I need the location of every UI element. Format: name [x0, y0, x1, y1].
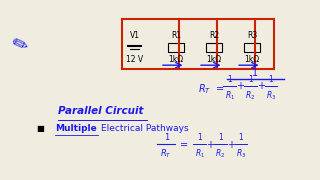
Text: $R_2$: $R_2$	[245, 89, 255, 102]
Text: Multiple: Multiple	[55, 125, 97, 134]
Text: ■: ■	[36, 125, 44, 134]
Text: $R_1$: $R_1$	[195, 148, 205, 160]
Text: R1: R1	[171, 31, 181, 40]
Bar	[122, 19, 274, 69]
Text: +: +	[257, 82, 265, 91]
Text: $R_3$: $R_3$	[236, 148, 246, 160]
Text: V1: V1	[130, 31, 140, 40]
Text: Parallel Circuit: Parallel Circuit	[59, 106, 144, 116]
Text: Electrical Pathways: Electrical Pathways	[101, 125, 189, 134]
Text: +: +	[206, 140, 214, 150]
Text: 12 V: 12 V	[126, 55, 143, 64]
Text: 1: 1	[228, 75, 232, 84]
Bar	[244, 43, 260, 52]
Bar	[168, 43, 184, 52]
Text: 1kΩ: 1kΩ	[206, 55, 221, 64]
Text: 1kΩ: 1kΩ	[244, 55, 260, 64]
Text: 1: 1	[252, 68, 258, 78]
Text: 1: 1	[197, 133, 202, 142]
Text: $R_3$: $R_3$	[266, 89, 276, 102]
Text: $R_1$: $R_1$	[225, 89, 235, 102]
Text: 1: 1	[238, 133, 243, 142]
Text: =: =	[180, 140, 188, 150]
Text: 1: 1	[269, 75, 273, 84]
Text: $R_T$  =: $R_T$ =	[198, 82, 225, 96]
Text: 1: 1	[218, 133, 223, 142]
Text: R2: R2	[209, 31, 219, 40]
Text: $R_T$: $R_T$	[160, 148, 172, 160]
Text: R3: R3	[247, 31, 257, 40]
Text: ✎: ✎	[10, 34, 31, 57]
Text: 1: 1	[248, 75, 253, 84]
Bar	[206, 43, 222, 52]
Text: +: +	[236, 82, 244, 91]
Text: +: +	[227, 140, 235, 150]
Text: $R_2$: $R_2$	[215, 148, 225, 160]
Text: 1kΩ: 1kΩ	[168, 55, 183, 64]
Text: 1: 1	[164, 133, 169, 142]
